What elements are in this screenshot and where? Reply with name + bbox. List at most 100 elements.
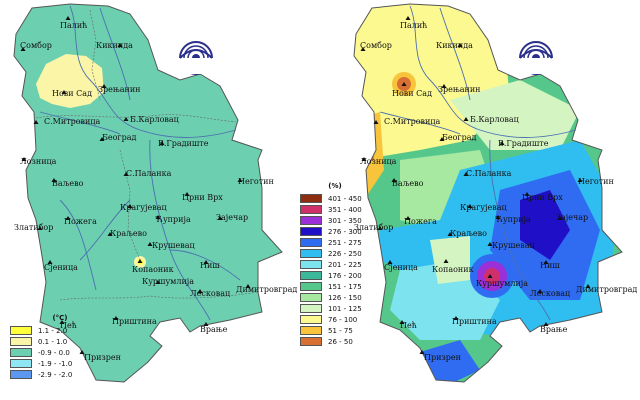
station-pec-marker [399, 320, 405, 324]
city-label-dimitrovgrad: Димитровград [236, 285, 297, 294]
city-label-s-mitrovica: С.Митровица [44, 117, 101, 126]
city-label-pec: Пећ [400, 321, 417, 330]
station-negotin-marker [577, 178, 583, 182]
city-label-crni-vrh: Црни Врх [182, 193, 223, 202]
city-label-s-palanka: С.Паланка [466, 169, 512, 178]
precipitation-legend-swatch [300, 271, 322, 280]
city-label-prizren: Призрен [424, 353, 461, 362]
station-vranje-marker [203, 322, 209, 326]
station-kraljevo-marker [447, 232, 453, 236]
precipitation-legend-row: 276 - 300 [300, 226, 370, 237]
station-kopaonik-marker [443, 259, 449, 263]
temperature-legend-row: -0.9 - 0.0 [10, 347, 110, 358]
station-cuprija-marker [155, 215, 161, 219]
city-label-negotin: Неготин [238, 177, 274, 186]
city-markers [360, 16, 591, 354]
city-label-pozega: Пожега [64, 217, 97, 226]
temperature-legend-unit: (°C) [52, 314, 68, 322]
station-pristina-marker [113, 316, 119, 320]
precipitation-legend: (%) 401 - 450 351 - 400 301 - 350 276 - … [300, 182, 370, 347]
station-sombor-marker [360, 47, 366, 51]
precipitation-legend-label: 276 - 300 [328, 227, 362, 236]
precipitation-legend-swatch [300, 293, 322, 302]
station-sjenica-marker [47, 260, 53, 264]
station-v-gradiste-marker [499, 141, 505, 145]
city-label-negotin: Неготин [578, 177, 614, 186]
warm-anomaly-zone [36, 54, 104, 108]
station-zlatibor-marker [37, 226, 43, 230]
precipitation-legend-row: 51 - 75 [300, 325, 370, 336]
precipitation-legend-label: 51 - 75 [328, 326, 353, 335]
meteo-logo [179, 41, 213, 75]
station-loznica-marker [361, 157, 367, 161]
station-zrenjanin-marker [441, 84, 447, 88]
station-leskovac-marker [537, 289, 543, 293]
city-label-krusevac: Крушевац [492, 241, 535, 250]
station-novi-sad-marker [61, 90, 67, 94]
precipitation-legend-row: 301 - 350 [300, 215, 370, 226]
precipitation-legend-label: 26 - 50 [328, 337, 353, 346]
city-label-kraljevo: Краљево [110, 229, 147, 238]
temperature-legend-label: -2.9 - -2.0 [38, 370, 73, 379]
precipitation-legend-label: 126 - 150 [328, 293, 362, 302]
city-label-zrenjanin: Зрењанин [98, 85, 141, 94]
city-labels: Палић Сомбор Кикинда Нови Сад Зрењанин С… [354, 21, 637, 362]
station-b-karlovac-marker [463, 117, 469, 121]
station-kraljevo-marker [107, 232, 113, 236]
city-label-zrenjanin: Зрењанин [438, 85, 481, 94]
city-label-valjevo: Ваљево [392, 179, 424, 188]
city-label-novi-sad: Нови Сад [52, 89, 92, 98]
precipitation-percent-map-panel: Палић Сомбор Кикинда Нови Сад Зрењанин С… [320, 0, 640, 400]
city-label-loznica: Лозница [20, 157, 57, 166]
temperature-legend: (°C) 1.1 - 2.0 0.1 - 1.0 -0.9 - 0.0 -1.9… [10, 314, 110, 380]
station-beograd-marker [439, 137, 445, 141]
precipitation-legend-row: 351 - 400 [300, 204, 370, 215]
city-label-kikinda: Кикинда [436, 41, 473, 50]
precipitation-legend-label: 201 - 225 [328, 260, 362, 269]
city-label-v-gradiste: В.Градиште [498, 139, 549, 148]
moderate-zone-east [450, 80, 580, 150]
precipitation-legend-row: 76 - 100 [300, 314, 370, 325]
station-dimitrovgrad-marker [245, 284, 251, 288]
city-label-leskovac: Лесковац [190, 289, 230, 298]
precipitation-legend-label: 101 - 125 [328, 304, 362, 313]
precipitation-legend-swatch [300, 337, 322, 346]
station-s-palanka-marker [123, 172, 129, 176]
city-label-pec: Пећ [60, 321, 77, 330]
city-label-novi-sad: Нови Сад [392, 89, 432, 98]
station-valjevo-marker [51, 178, 57, 182]
station-negotin-marker [237, 178, 243, 182]
country-border [353, 3, 623, 383]
city-label-kragujevac: Крагујевац [460, 203, 507, 212]
station-kursumlija-marker [487, 274, 493, 278]
temperature-anomaly-map-panel: Палић Сомбор Кикинда Нови Сад Зрењанин С… [13, 3, 297, 383]
temperature-legend-row: -2.9 - -2.0 [10, 369, 110, 380]
precipitation-legend-label: 251 - 275 [328, 238, 362, 247]
city-label-beograd: Београд [442, 133, 477, 142]
precipitation-legend-swatch [300, 260, 322, 269]
precipitation-legend-label: 401 - 450 [328, 194, 362, 203]
city-label-cuprija: Ћуприја [495, 215, 531, 224]
station-kursumlija-marker [155, 280, 161, 284]
city-markers [20, 16, 251, 354]
precipitation-percent-map: Палић Сомбор Кикинда Нови Сад Зрењанин С… [353, 3, 637, 383]
city-label-vranje: Врање [200, 325, 228, 334]
temperature-legend-label: 1.1 - 2.0 [38, 326, 68, 335]
peak-zone-core [484, 268, 500, 284]
city-label-sjenica: Сјеница [384, 263, 418, 272]
temperature-legend-swatch [10, 337, 32, 346]
city-label-s-mitrovica: С.Митровица [384, 117, 441, 126]
city-label-loznica: Лозница [360, 157, 397, 166]
precipitation-legend-swatch [300, 205, 322, 214]
precipitation-legend-row: 251 - 275 [300, 237, 370, 248]
precipitation-legend-unit: (%) [328, 182, 342, 190]
precipitation-legend-swatch [300, 304, 322, 313]
station-crni-vrh-marker [184, 192, 190, 196]
temperature-legend-row: 0.1 - 1.0 [10, 336, 110, 347]
precipitation-legend-row: 401 - 450 [300, 193, 370, 204]
rivers [379, 5, 577, 321]
precipitation-legend-swatch [300, 326, 322, 335]
city-label-zajecar: Зајечар [556, 213, 588, 222]
station-zlatibor-marker [377, 226, 383, 230]
wet-zone-south-tip [420, 340, 480, 382]
